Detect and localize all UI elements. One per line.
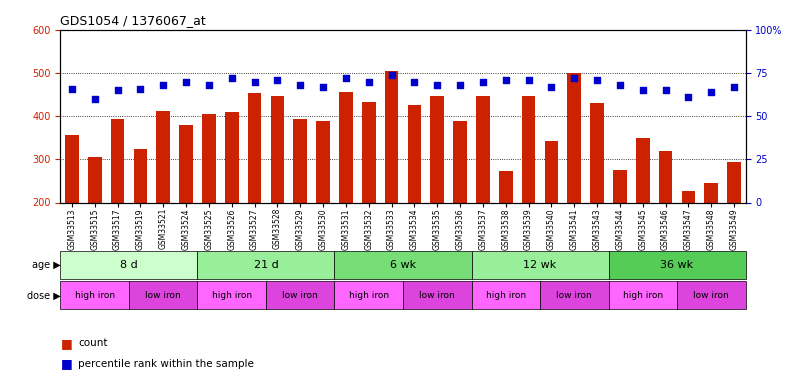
Point xyxy=(180,79,193,85)
Bar xyxy=(727,162,741,202)
Point xyxy=(317,84,330,90)
Bar xyxy=(156,111,170,202)
Bar xyxy=(316,121,330,202)
Text: 12 wk: 12 wk xyxy=(523,260,557,270)
Bar xyxy=(677,281,746,309)
Point xyxy=(362,79,375,85)
Point xyxy=(454,82,467,88)
Text: GDS1054 / 1376067_at: GDS1054 / 1376067_at xyxy=(60,15,206,27)
Point xyxy=(704,89,717,95)
Bar xyxy=(521,96,535,202)
Text: ■: ■ xyxy=(60,357,73,370)
Bar xyxy=(339,92,353,202)
Text: dose ▶: dose ▶ xyxy=(27,290,60,300)
Point xyxy=(636,87,649,93)
Bar xyxy=(545,141,559,202)
Point xyxy=(567,75,580,81)
Bar xyxy=(334,251,472,279)
Text: percentile rank within the sample: percentile rank within the sample xyxy=(78,359,254,369)
Bar xyxy=(197,251,334,279)
Point xyxy=(156,82,169,88)
Bar xyxy=(567,73,581,202)
Point xyxy=(134,86,147,92)
Bar xyxy=(704,183,718,203)
Text: 21 d: 21 d xyxy=(254,260,278,270)
Text: low iron: low iron xyxy=(282,291,318,300)
Point xyxy=(682,94,695,100)
Text: high iron: high iron xyxy=(486,291,526,300)
Bar xyxy=(636,138,650,202)
Point xyxy=(202,82,215,88)
Point xyxy=(499,77,512,83)
Bar xyxy=(384,71,398,202)
Bar xyxy=(682,191,696,202)
Bar xyxy=(247,93,261,202)
Point xyxy=(339,75,352,81)
Point xyxy=(293,82,306,88)
Bar xyxy=(65,135,79,202)
Bar xyxy=(403,281,472,309)
Bar xyxy=(408,105,422,202)
Bar xyxy=(134,148,147,202)
Bar xyxy=(179,125,193,202)
Bar xyxy=(472,251,609,279)
Bar xyxy=(60,251,197,279)
Text: age ▶: age ▶ xyxy=(31,260,60,270)
Text: low iron: low iron xyxy=(556,291,592,300)
Point xyxy=(728,84,741,90)
Text: 8 d: 8 d xyxy=(120,260,138,270)
Bar xyxy=(60,281,129,309)
Text: high iron: high iron xyxy=(75,291,114,300)
Bar xyxy=(540,281,609,309)
Point xyxy=(65,86,78,92)
Text: low iron: low iron xyxy=(145,291,181,300)
Bar xyxy=(334,281,403,309)
Bar xyxy=(609,281,677,309)
Text: high iron: high iron xyxy=(623,291,663,300)
Point xyxy=(545,84,558,90)
Point xyxy=(111,87,124,93)
Point xyxy=(591,77,604,83)
Point xyxy=(408,79,421,85)
Bar xyxy=(472,281,540,309)
Bar xyxy=(430,96,444,202)
Bar xyxy=(590,104,604,202)
Point xyxy=(613,82,626,88)
Text: 36 wk: 36 wk xyxy=(660,260,694,270)
Point xyxy=(659,87,672,93)
Point xyxy=(522,77,535,83)
Text: ■: ■ xyxy=(60,337,73,350)
Bar xyxy=(197,281,266,309)
Bar xyxy=(609,251,746,279)
Text: low iron: low iron xyxy=(693,291,729,300)
Bar xyxy=(476,96,490,202)
Point xyxy=(225,75,239,81)
Bar xyxy=(110,119,124,202)
Bar xyxy=(202,114,216,202)
Point xyxy=(385,72,398,78)
Bar xyxy=(499,171,513,202)
Text: high iron: high iron xyxy=(212,291,251,300)
Point xyxy=(248,79,261,85)
Bar xyxy=(659,151,672,202)
Text: 6 wk: 6 wk xyxy=(390,260,416,270)
Text: count: count xyxy=(78,338,108,348)
Bar xyxy=(293,119,307,202)
Point xyxy=(476,79,489,85)
Bar xyxy=(225,112,239,202)
Point xyxy=(430,82,443,88)
Point xyxy=(88,96,101,102)
Text: high iron: high iron xyxy=(349,291,388,300)
Bar xyxy=(129,281,197,309)
Text: low iron: low iron xyxy=(419,291,455,300)
Bar xyxy=(453,121,467,202)
Bar xyxy=(88,157,102,203)
Bar xyxy=(362,102,376,202)
Point xyxy=(271,77,284,83)
Bar xyxy=(613,170,627,202)
Bar xyxy=(271,96,285,202)
Bar xyxy=(266,281,334,309)
